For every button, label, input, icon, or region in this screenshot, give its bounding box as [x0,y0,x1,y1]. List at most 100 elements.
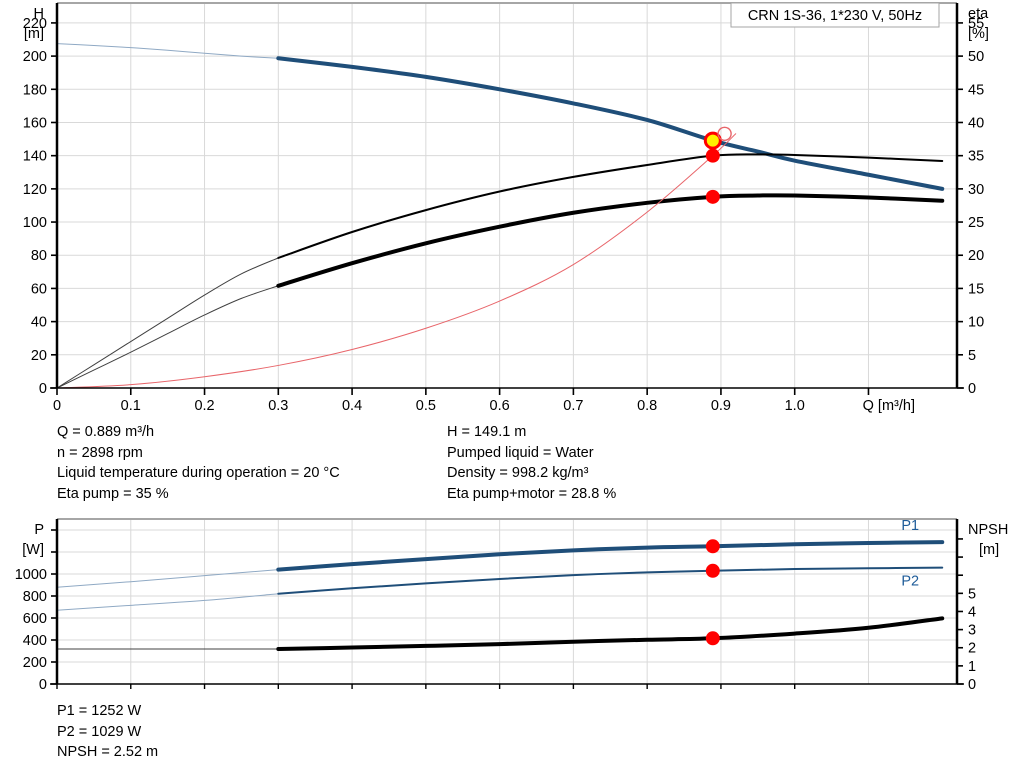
series-label-p2: P2 [901,574,919,590]
x-axis-tick-label: 0.2 [194,398,214,414]
x-axis-title: Q [m³/h] [863,398,915,414]
top-chart-axis-titles: H [m] eta [%] Q [m³/h] [24,6,989,414]
eta-pump-motor-duty-point[interactable] [705,189,720,204]
right-axis-tick-label: 20 [968,248,984,264]
info-top-left-line-2: n = 2898 rpm [57,444,143,461]
info-bottom-left-line-1: P1 = 1252 W [57,703,142,719]
chart-title: CRN 1S-36, 1*230 V, 50Hz [748,8,922,24]
system-curve-duty-point[interactable] [717,126,732,141]
right-axis-tick-label: 3 [968,623,976,639]
curve-head-h-extrapolated [56,43,279,59]
x-axis-tick-label: 0.5 [416,398,436,414]
info-top-left-line-3: Liquid temperature during operation = 20… [57,465,340,481]
right-axis-tick-label: 40 [968,115,984,131]
x-axis-tick-label: 0.6 [490,398,510,414]
info-top-left-line-1: Q = 0.889 m³/h [57,424,155,440]
right-axis-tick-label: 15 [968,281,984,297]
x-axis-tick-label: 0.8 [637,398,657,414]
right-axis-title: NPSH [968,522,1008,538]
curve-npsh [276,616,945,652]
x-axis-tick-label: 1.0 [785,398,805,414]
left-axis-tick-label: 80 [31,248,47,264]
head-efficiency-chart: 0 20 40 60 80 100 120 140 160 180 200 220 0 5 10 15 20 25… [23,2,989,414]
curve-system-pipe-curve [56,133,737,389]
left-axis-tick-label: 40 [31,315,47,331]
left-axis-unit: [m] [24,26,44,42]
power-npsh-chart: 0 200 400 600 800 1000 0 1 2 3 4 5 P [W] NPSH [m] P1 P2 [15,518,1008,693]
eta-pump-duty-point[interactable] [705,148,720,163]
left-axis-tick-label: 160 [23,115,47,131]
right-axis-tick-label: 5 [968,348,976,364]
info-top-right-line-2: Pumped liquid = Water [447,444,594,461]
right-axis-unit: [%] [968,26,989,42]
p2-duty-point[interactable] [705,563,720,578]
curve-eta-pump-extrapolated [56,257,279,389]
left-axis-tick-label: 200 [23,49,47,65]
left-axis-tick-label: 220 [23,16,47,32]
left-axis-tick-label: 140 [23,149,47,165]
chart-title-background [730,2,940,28]
curve-p2-extrapolated [56,593,279,611]
x-axis-tick-label: 0.3 [268,398,288,414]
curve-p1 [276,540,945,572]
bottom-chart-axis-titles: P [W] NPSH [m] P1 P2 [22,518,1008,590]
curve-head-h [276,56,945,191]
left-axis-tick-label: 0 [39,677,47,693]
left-axis-tick-label: 100 [23,215,47,231]
right-axis-tick-label: 45 [968,82,984,98]
left-axis-title: H [34,6,44,22]
top-chart-curves [56,43,945,389]
left-axis-tick-label: 400 [23,633,47,649]
left-axis-unit: [W] [22,542,44,558]
left-axis-title: P [34,522,44,538]
bottom-chart-duty-points [705,539,720,646]
right-axis-tick-label: 50 [968,49,984,65]
series-label-p1: P1 [901,518,919,534]
bottom-chart-axes: 0 200 400 600 800 1000 0 1 2 3 4 5 [15,519,976,693]
right-axis-tick-label: 1 [968,659,976,675]
left-axis-tick-label: 20 [31,348,47,364]
info-top-left: Q = 0.889 m³/h n = 2898 rpm Liquid tempera… [57,422,340,504]
top-chart-axes: 0 20 40 60 80 100 120 140 160 180 200 220 0 5 10 15 20 25… [23,3,984,414]
right-axis-tick-label: 35 [968,149,984,165]
left-axis-tick-label: 180 [23,82,47,98]
curve-eta-pump [277,153,944,259]
right-axis-tick-label: 30 [968,182,984,198]
curve-p2 [277,566,944,595]
curve-eta-pump-motor-extrapolated [56,285,279,389]
info-top-right-line-4: Eta pump+motor = 28.8 % [447,485,617,502]
right-axis-tick-label: 25 [968,215,984,231]
right-axis-tick-label: 5 [968,586,976,602]
p1-duty-point[interactable] [705,539,720,554]
npsh-duty-point[interactable] [705,631,720,646]
info-top-right-line-1: H = 149.1 m [447,424,527,440]
left-axis-tick-label: 600 [23,611,47,627]
right-axis-tick-label: 0 [968,381,976,397]
left-axis-tick-label: 1000 [15,567,47,583]
info-top-left-line-4: Eta pump = 35 % [57,485,169,502]
right-axis-tick-label: 10 [968,315,984,331]
head-duty-point[interactable] [703,131,722,150]
x-axis-tick-label: 0.7 [563,398,583,414]
chart-title-box: CRN 1S-36, 1*230 V, 50Hz [730,2,940,28]
x-axis-tick-label: 0.9 [711,398,731,414]
top-chart-duty-points [703,126,732,204]
left-axis-tick-label: 200 [23,655,47,671]
x-axis-tick-label: 0.4 [342,398,362,414]
info-bottom-left: P1 = 1252 W P2 = 1029 W NPSH = 2.52 m [57,701,158,763]
right-axis-unit: [m] [979,542,999,558]
bottom-chart-curves [56,540,945,652]
curve-eta-pump-motor [276,193,945,288]
info-bottom-left-line-2: P2 = 1029 W [57,723,142,740]
right-axis-title: eta [968,6,989,22]
right-axis-tick-label: 0 [968,677,976,693]
x-axis-tick-label: 0 [53,398,61,414]
curve-p1-extrapolated [56,569,279,588]
info-top-right-line-3: Density = 998.2 kg/m³ [447,465,589,481]
left-axis-tick-label: 60 [31,281,47,297]
left-axis-tick-label: 120 [23,182,47,198]
right-axis-tick-label: 4 [968,604,976,620]
info-bottom-left-line-3: NPSH = 2.52 m [57,744,159,760]
x-axis-tick-label: 0.1 [121,398,141,414]
